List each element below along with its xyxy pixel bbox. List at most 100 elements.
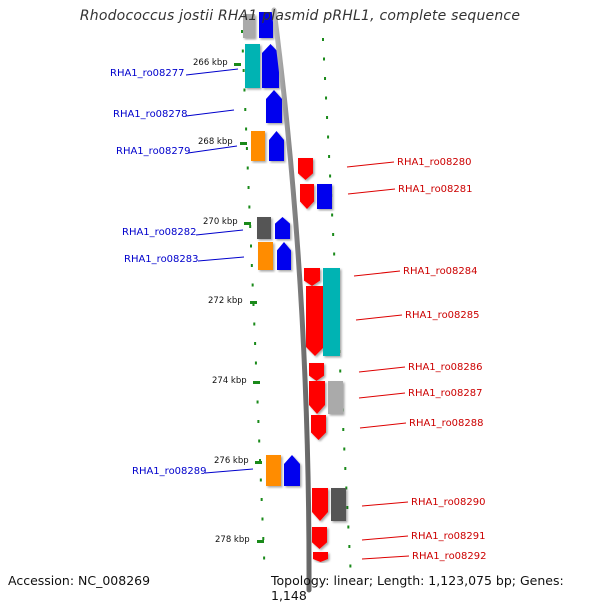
- backbone-line: [271, 7, 312, 593]
- gene-labels: RHA1_ro08277 RHA1_ro08278 RHA1_ro08279 RHA1…: [110, 68, 487, 562]
- track-dot: [322, 38, 324, 41]
- track-dot: [251, 283, 254, 287]
- gene-label-right[interactable]: RHA1_ro08290: [411, 497, 486, 508]
- gene-arrow: [258, 242, 273, 270]
- track-dot: [242, 69, 245, 72]
- gene-arrow: [309, 363, 324, 381]
- gene-label-right[interactable]: RHA1_ro08284: [403, 266, 478, 277]
- track-dot: [241, 49, 244, 53]
- track-dot: [333, 252, 336, 256]
- gene-label-left[interactable]: RHA1_ro08278: [113, 109, 188, 120]
- gene-label-left[interactable]: RHA1_ro08279: [116, 146, 191, 157]
- gene-label-right[interactable]: RHA1_ro08288: [409, 418, 484, 429]
- track-dot: [254, 361, 257, 365]
- gene-arrow: [284, 455, 300, 486]
- gene-arrow: [309, 381, 325, 414]
- gene-label-right[interactable]: RHA1_ro08285: [405, 310, 480, 321]
- track-dot: [249, 225, 252, 228]
- leader-line: [361, 555, 410, 560]
- track-dot: [256, 400, 259, 404]
- gene-arrow: [323, 268, 340, 356]
- leader-line: [358, 392, 406, 399]
- track-dot: [261, 517, 264, 521]
- track-dot: [246, 166, 249, 170]
- leader-line: [361, 535, 409, 541]
- leader-line: [185, 109, 235, 117]
- track-dot: [349, 564, 352, 568]
- accession-text: Accession: NC_008269: [8, 573, 151, 588]
- track-dot: [250, 264, 253, 267]
- track-dot: [331, 213, 334, 217]
- gene-arrow: [257, 217, 271, 239]
- axis-tick-label: 266 kbp: [193, 58, 228, 68]
- gene-arrow: [269, 131, 284, 161]
- gene-label-right[interactable]: RHA1_ro08292: [412, 551, 487, 562]
- gene-arrow: [277, 242, 291, 270]
- gene-arrow: [243, 14, 255, 38]
- track-dot: [326, 116, 329, 119]
- leader-line: [359, 422, 407, 429]
- track-dot: [257, 420, 260, 423]
- leader-line: [355, 314, 403, 321]
- gene-arrow: [266, 90, 282, 123]
- leader-line: [197, 256, 245, 262]
- gene-arrow: [298, 158, 313, 180]
- gene-arrow: [312, 488, 328, 521]
- leader-lines: [185, 68, 410, 560]
- track-dot: [245, 147, 248, 150]
- leader-line: [358, 366, 406, 373]
- gene-arrow: [275, 217, 290, 239]
- track-dot: [332, 233, 335, 236]
- track-dot: [344, 467, 347, 470]
- track-dot: [262, 537, 265, 540]
- gene-arrow: [259, 12, 273, 38]
- track-dot: [260, 498, 263, 501]
- axis-tick-mark: [257, 540, 264, 543]
- gene-label-right[interactable]: RHA1_ro08280: [397, 157, 472, 168]
- track-dot: [323, 57, 326, 61]
- gene-label-left[interactable]: RHA1_ro08283: [124, 254, 199, 265]
- gene-arrow: [266, 455, 281, 486]
- gene-arrow: [300, 184, 314, 209]
- gene-label-left[interactable]: RHA1_ro08289: [132, 466, 207, 477]
- leader-line: [353, 270, 401, 277]
- axis-tick-label: 278 kbp: [215, 535, 250, 545]
- leader-line: [204, 468, 254, 474]
- track-dot: [339, 369, 342, 373]
- axis-tick-label: 270 kbp: [203, 217, 238, 227]
- axis-tick-label: 276 kbp: [214, 456, 249, 466]
- gene-arrow: [304, 268, 320, 286]
- track-dot: [327, 135, 330, 139]
- topology-text: Topology: linear; Length: 1,123,075 bp; …: [271, 573, 564, 603]
- axis-tick-mark: [234, 63, 241, 66]
- axis-tick-mark: [255, 461, 262, 464]
- gene-arrow: [245, 44, 260, 88]
- track-dot: [328, 155, 331, 158]
- track-dot: [348, 545, 351, 548]
- leader-line: [187, 145, 238, 154]
- gene-label-right[interactable]: RHA1_ro08291: [411, 531, 486, 542]
- track-dot: [259, 478, 262, 482]
- gene-features: [243, 12, 346, 562]
- track-dot: [325, 96, 328, 100]
- gene-label-left[interactable]: RHA1_ro08277: [110, 68, 185, 79]
- gene-label-right[interactable]: RHA1_ro08287: [408, 388, 483, 399]
- track-dot: [346, 506, 349, 509]
- track-dot: [347, 525, 350, 529]
- track-dot: [258, 439, 261, 443]
- track-dot: [245, 127, 248, 131]
- gene-arrow: [317, 184, 332, 209]
- gene-arrow: [331, 488, 346, 521]
- gene-arrow: [313, 552, 328, 562]
- track-dot: [345, 486, 348, 490]
- map-title: Rhodococcus jostii RHA1 plasmid pRHL1, c…: [79, 8, 521, 24]
- gene-label-left[interactable]: RHA1_ro08282: [122, 227, 197, 238]
- track-dot: [343, 447, 346, 451]
- gene-label-right[interactable]: RHA1_ro08281: [398, 184, 473, 195]
- gene-arrow: [306, 286, 324, 356]
- axis-tick-mark: [253, 381, 260, 384]
- track-dot: [263, 556, 266, 560]
- gene-label-right[interactable]: RHA1_ro08286: [408, 362, 483, 373]
- track-dot: [247, 186, 250, 189]
